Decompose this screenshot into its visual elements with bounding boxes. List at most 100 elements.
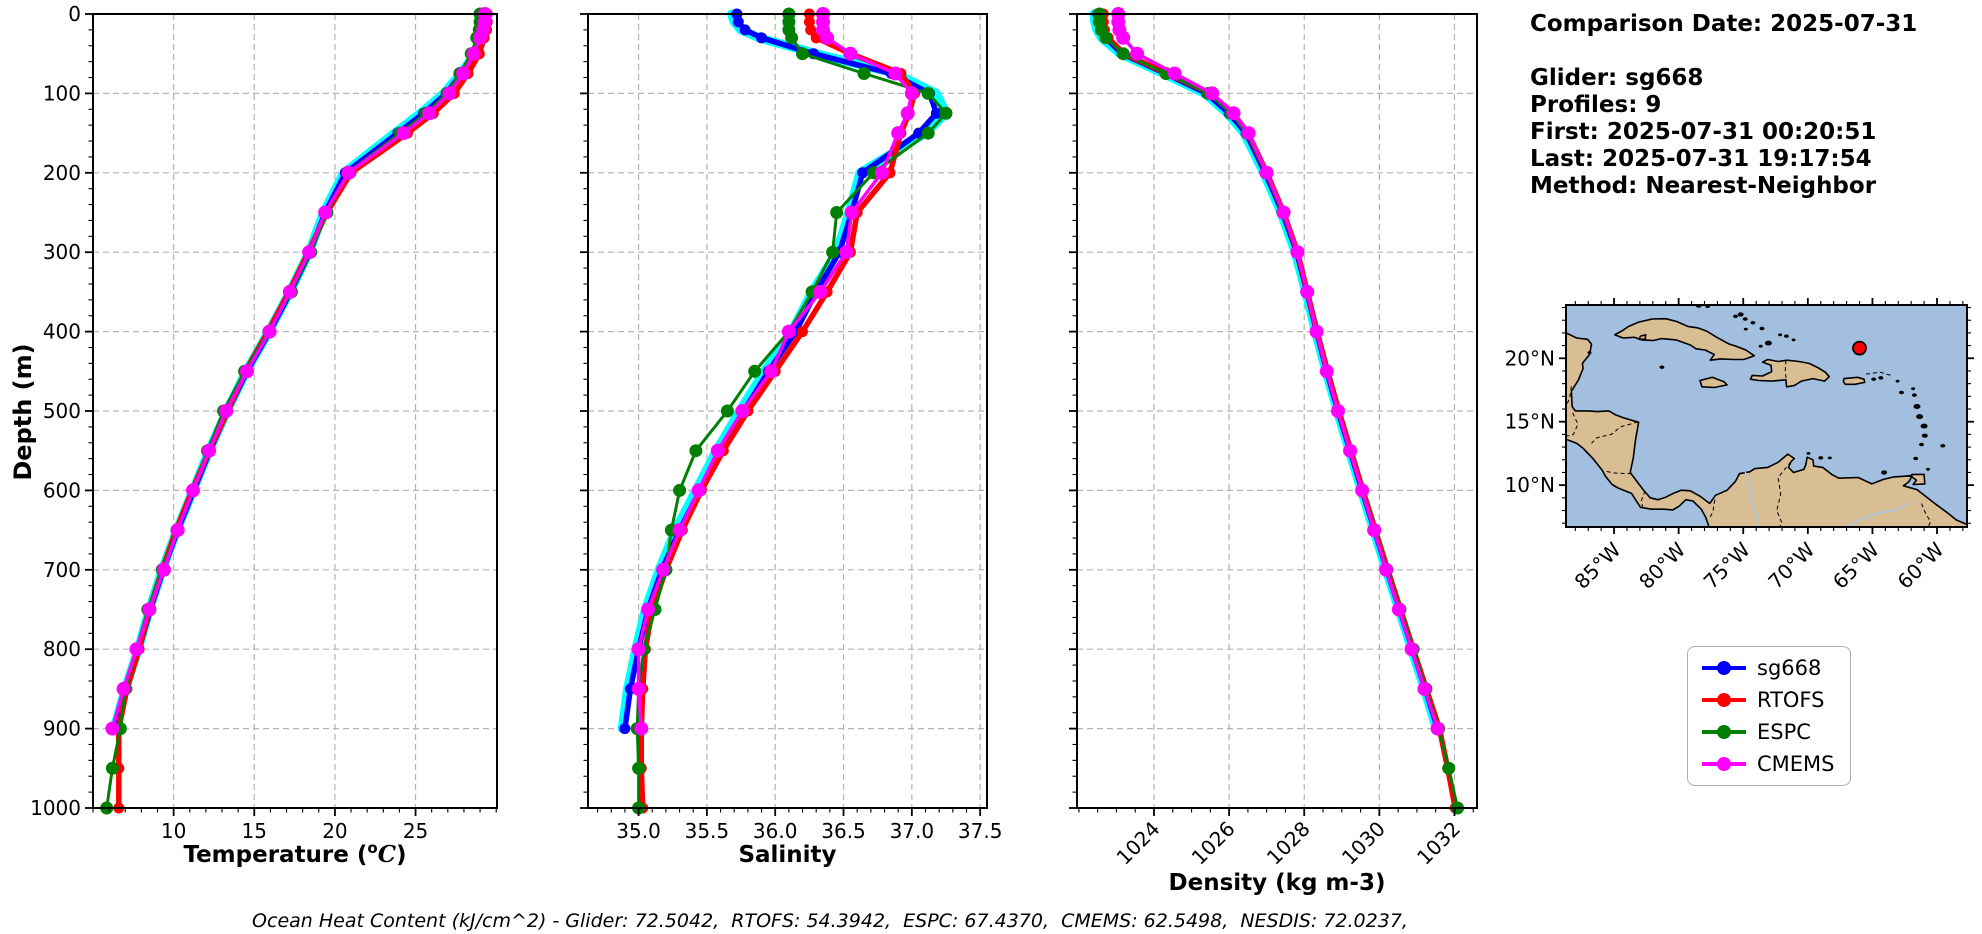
map-small-island (1913, 404, 1921, 409)
x-tick-label: 37.0 (890, 819, 935, 843)
y-tick-label: 100 (43, 81, 81, 105)
map-small-island (1920, 423, 1928, 429)
series-sg668-raw (109, 9, 491, 734)
map-border-line (1784, 360, 1787, 380)
temperature-axis-label: Temperature (oC) (183, 839, 406, 868)
legend-item: RTOFS (1688, 688, 1850, 712)
map-lat-tick-label: 15°N (1505, 410, 1555, 434)
depth-axis-label: Depth (m) (9, 343, 37, 481)
x-tick-label: 35.0 (616, 819, 661, 843)
map-small-island (1921, 433, 1928, 438)
map-landmass (1911, 473, 1926, 486)
x-tick-label: 1026 (1187, 817, 1240, 870)
ohc-footer: Ocean Heat Content (kJ/cm^2) - Glider: 7… (252, 910, 1408, 932)
map-lat-tick-label: 10°N (1505, 473, 1555, 497)
info-block: Comparison Date: 2025-07-31 Glider: sg66… (1530, 11, 1917, 200)
series-CMEMS-markers (631, 7, 919, 736)
legend-item-label: sg668 (1757, 656, 1822, 680)
profiles-count-text: Profiles: 9 (1530, 92, 1662, 118)
map-inset: 85°W 80°W 75°W 70°W 65°W 60°W 20°N 15°N 10°N (1505, 298, 1974, 594)
map-landmass (1842, 376, 1866, 386)
map-small-island (1818, 456, 1824, 460)
map-small-island (1806, 452, 1811, 455)
map-small-island (1895, 379, 1900, 383)
series-sg668 (1094, 11, 1441, 732)
x-tick-label: 15 (242, 819, 267, 843)
x-tick-label: 36.5 (821, 819, 866, 843)
y-tick-label: 600 (43, 478, 81, 502)
x-tick-label: 1024 (1112, 817, 1165, 870)
map-border-line (1865, 371, 1894, 377)
legend-item-label: CMEMS (1757, 752, 1835, 776)
legend-line-sample (1702, 661, 1746, 675)
map-small-island (1750, 321, 1756, 325)
map-landmass (1613, 317, 1755, 361)
series-CMEMS (110, 12, 487, 731)
map-small-island (1759, 326, 1765, 331)
map-landmass (1566, 332, 1967, 527)
map-small-island (1919, 442, 1924, 447)
info-spacer (1530, 38, 1917, 65)
map-small-island (1827, 456, 1832, 460)
density-plot: 1024 1026 1028 1030 1032 Density (kg m-3) (1069, 7, 1478, 896)
map-small-island (1659, 365, 1665, 369)
y-tick-label: 500 (43, 399, 81, 423)
map-small-island (1911, 393, 1917, 397)
legend-item: ESPC (1688, 720, 1850, 744)
map-river (1744, 471, 1760, 527)
legend: sg668 RTOFS ESPC CMEMS (1687, 646, 1851, 786)
map-lon-tick-label: 75°W (1699, 537, 1755, 593)
y-tick-label: 300 (43, 240, 81, 264)
map-small-island (1742, 317, 1748, 321)
x-tick-label: 35.5 (685, 819, 730, 843)
map-border-line (1776, 461, 1792, 527)
y-tick-label: 0 (68, 2, 81, 26)
y-tick-label: 400 (43, 320, 81, 344)
map-small-island (1778, 333, 1783, 337)
salinity-axis-label: Salinity (738, 842, 836, 868)
map-small-island (1733, 314, 1738, 319)
map-small-island (1758, 344, 1763, 348)
map-small-island (1737, 312, 1744, 317)
map-river (1846, 502, 1911, 527)
x-tick-label: 25 (403, 819, 428, 843)
series-sg668 (112, 11, 489, 732)
y-tick-label: 800 (43, 637, 81, 661)
map-lon-tick-label: 65°W (1828, 537, 1884, 593)
x-tick-label: 10 (161, 819, 186, 843)
y-tick-label: 1000 (30, 796, 81, 820)
map-landmass (1638, 334, 1647, 341)
map-border-line (1921, 503, 1932, 527)
map-border-line (1591, 421, 1639, 444)
map-small-island (1916, 414, 1924, 420)
legend-item: CMEMS (1688, 752, 1850, 776)
map-small-island (1743, 327, 1748, 331)
y-tick-label: 200 (43, 161, 81, 185)
y-tick-label: 900 (43, 717, 81, 741)
map-small-island (1940, 444, 1946, 448)
legend-line-sample (1702, 725, 1746, 739)
series-CMEMS (1116, 12, 1440, 731)
x-tick-label: 1028 (1262, 817, 1315, 870)
series-ESPC (635, 12, 948, 810)
glider-name-text: Glider: sg668 (1530, 65, 1704, 91)
legend-item-label: ESPC (1757, 720, 1811, 744)
last-profile-time-text: Last: 2025-07-31 19:17:54 (1530, 146, 1872, 172)
map-small-island (1871, 377, 1877, 381)
map-border-line (1640, 490, 1646, 510)
map-lat-tick-label: 20°N (1505, 346, 1555, 370)
map-small-island (1881, 470, 1888, 475)
map-small-island (1791, 338, 1796, 342)
legend-line-sample (1702, 757, 1746, 771)
map-small-island (1899, 390, 1904, 395)
map-small-island (1784, 334, 1789, 338)
series-CMEMS-markers (1111, 7, 1445, 736)
legend-item-label: RTOFS (1757, 688, 1825, 712)
map-landmass (1699, 376, 1728, 389)
legend-item: sg668 (1688, 656, 1850, 680)
series-sg668-raw (617, 9, 951, 734)
comparison-date-text: Comparison Date: 2025-07-31 (1530, 11, 1918, 37)
map-small-island (1878, 376, 1884, 380)
